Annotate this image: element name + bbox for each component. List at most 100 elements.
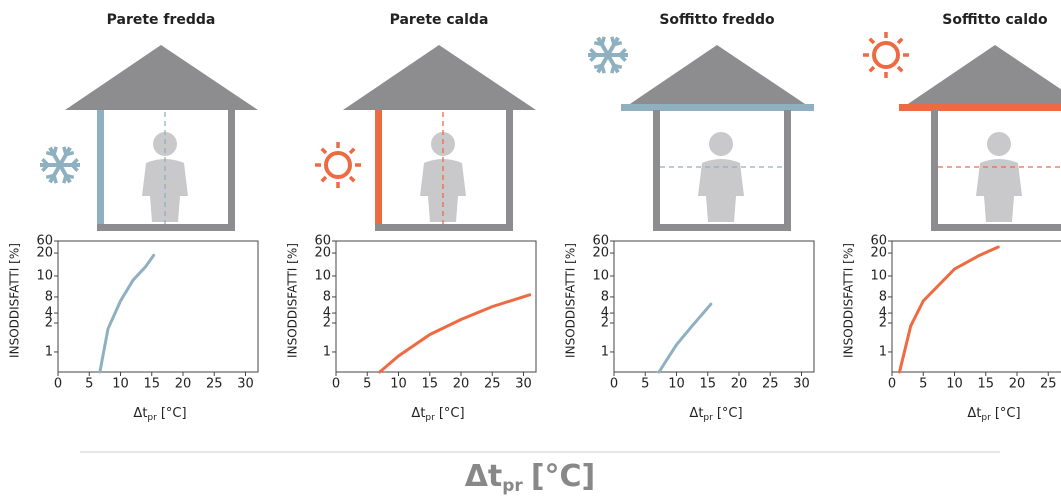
x-axis-label: Δtpr[°C] bbox=[689, 406, 742, 423]
x-axis-label: Δtpr [°C] bbox=[411, 406, 464, 423]
sun-ray bbox=[350, 149, 354, 153]
y-tick-label: 1 bbox=[45, 344, 53, 359]
x-tick-label: 0 bbox=[888, 377, 896, 392]
data-line bbox=[659, 304, 711, 372]
x-label-unit: [°C] bbox=[717, 406, 743, 421]
y-axis-label: INSODDISFATTI [%] bbox=[842, 243, 856, 358]
x-tick-label: 10 bbox=[668, 377, 685, 392]
snow-branch bbox=[64, 175, 66, 183]
snow-branch bbox=[64, 147, 66, 155]
floor bbox=[653, 224, 791, 231]
snow-branch bbox=[594, 65, 602, 67]
left-wall bbox=[375, 110, 382, 231]
sun-disc bbox=[326, 153, 350, 177]
y-tick-label: 1 bbox=[879, 344, 887, 359]
chart-title: Soffitto freddo bbox=[659, 12, 775, 28]
x-label-sub: pr bbox=[703, 413, 713, 423]
y-tick-label: 2 bbox=[45, 316, 53, 331]
y-tick-label: 8 bbox=[323, 289, 331, 304]
x-tick-label: 30 bbox=[237, 377, 254, 392]
left-wall bbox=[653, 110, 660, 231]
x-tick-label: 15 bbox=[977, 377, 994, 392]
sun-ray bbox=[350, 177, 354, 181]
x-tick-label: 20 bbox=[453, 377, 470, 392]
x-tick-label: 5 bbox=[363, 377, 371, 392]
x-tick-label: 20 bbox=[1009, 377, 1026, 392]
x-tick-label: 5 bbox=[919, 377, 927, 392]
floor bbox=[375, 224, 513, 231]
x-label-unit: [°C] bbox=[161, 406, 187, 421]
y-axis-label: INSODDISFATTI [%] bbox=[564, 243, 578, 358]
roof bbox=[65, 45, 258, 110]
snow-branch bbox=[54, 175, 56, 183]
x-label-unit: [°C] bbox=[995, 406, 1021, 421]
y-tick-label: 8 bbox=[879, 289, 887, 304]
floor bbox=[931, 224, 1061, 231]
sun-ray bbox=[322, 149, 326, 153]
snow-branch bbox=[612, 37, 614, 45]
x-axis-label: Δtpr [°C] bbox=[967, 406, 1020, 423]
sun-ray bbox=[870, 39, 874, 43]
x-tick-label: 5 bbox=[641, 377, 649, 392]
y-tick-label: 10 bbox=[36, 268, 53, 283]
left-wall bbox=[931, 110, 938, 231]
x-tick-label: 25 bbox=[1040, 377, 1057, 392]
plot-frame bbox=[336, 241, 536, 372]
footer-sub: pr bbox=[502, 476, 523, 496]
y-tick-label: 8 bbox=[601, 289, 609, 304]
y-axis-label: INSODDISFATTI [%] bbox=[8, 243, 22, 358]
x-tick-label: 10 bbox=[946, 377, 963, 392]
x-tick-label: 20 bbox=[731, 377, 748, 392]
chart-title: Soffitto caldo bbox=[942, 12, 1048, 28]
x-tick-label: 20 bbox=[175, 377, 192, 392]
x-tick-label: 0 bbox=[610, 377, 618, 392]
footer-unit: [°C] bbox=[531, 459, 595, 494]
y-tick-label: 2 bbox=[879, 316, 887, 331]
x-tick-label: 5 bbox=[85, 377, 93, 392]
floor bbox=[97, 224, 235, 231]
x-label-main: Δt bbox=[133, 406, 147, 421]
sun-disc bbox=[874, 43, 898, 67]
x-tick-label: 15 bbox=[143, 377, 160, 392]
right-wall bbox=[228, 110, 235, 231]
x-label-main: Δt bbox=[967, 406, 981, 421]
panel: Soffitto caldo6020108421051015202530INSO… bbox=[842, 12, 1061, 423]
data-line bbox=[900, 247, 999, 372]
x-tick-label: 10 bbox=[390, 377, 407, 392]
y-tick-label: 1 bbox=[601, 344, 609, 359]
person-body bbox=[976, 159, 1022, 222]
x-label-sub: pr bbox=[981, 413, 991, 423]
snow-branch bbox=[54, 147, 56, 155]
x-label-unit: [°C] bbox=[439, 406, 465, 421]
sun-ray bbox=[322, 177, 326, 181]
snow-branch bbox=[612, 65, 614, 73]
sun-ray bbox=[870, 67, 874, 71]
snow-branch bbox=[602, 65, 604, 73]
snow-branch bbox=[614, 43, 622, 45]
plot-frame bbox=[58, 241, 258, 372]
x-label-main: Δt bbox=[411, 406, 425, 421]
y-tick-label: 8 bbox=[45, 289, 53, 304]
x-tick-label: 10 bbox=[112, 377, 129, 392]
roof bbox=[899, 45, 1061, 110]
y-tick-label: 2 bbox=[601, 316, 609, 331]
data-line bbox=[380, 295, 530, 372]
y-tick-label: 20 bbox=[314, 246, 331, 261]
y-tick-label: 20 bbox=[36, 246, 53, 261]
panel: Parete calda6020108421051015202530INSODD… bbox=[286, 12, 537, 423]
ceiling-highlight bbox=[899, 104, 1061, 111]
right-wall bbox=[784, 110, 791, 231]
y-tick-label: 10 bbox=[314, 268, 331, 283]
plot-frame bbox=[614, 241, 814, 372]
x-label-sub: pr bbox=[425, 413, 435, 423]
footer-label: Δtpr[°C] bbox=[465, 459, 596, 497]
sun-ray bbox=[898, 39, 902, 43]
x-tick-label: 30 bbox=[793, 377, 810, 392]
x-tick-label: 25 bbox=[206, 377, 223, 392]
data-line bbox=[100, 255, 154, 372]
roof bbox=[343, 45, 536, 110]
x-tick-label: 30 bbox=[515, 377, 532, 392]
x-tick-label: 15 bbox=[699, 377, 716, 392]
